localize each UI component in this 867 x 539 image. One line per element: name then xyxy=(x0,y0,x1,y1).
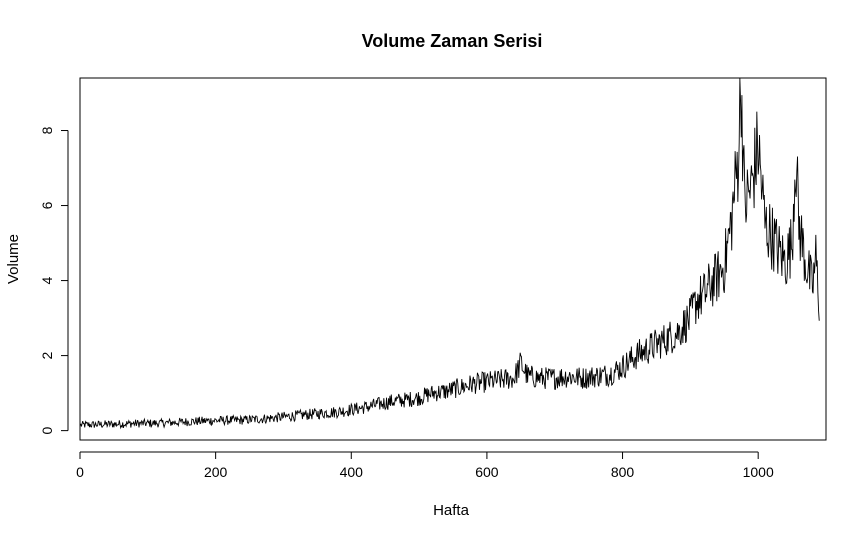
volume-series-line xyxy=(80,78,820,430)
x-axis: 0 200 400 600 800 1000 xyxy=(76,451,774,480)
x-tick-label: 200 xyxy=(204,464,228,480)
x-tick-label: 600 xyxy=(475,464,499,480)
x-tick-label: 800 xyxy=(611,464,635,480)
x-axis-label: Hafta xyxy=(433,502,470,519)
x-tick-label: 1000 xyxy=(743,464,774,480)
y-tick-label: 2 xyxy=(39,351,55,359)
plot-frame xyxy=(79,77,827,441)
y-tick-label: 6 xyxy=(39,201,55,209)
y-tick-label: 8 xyxy=(39,126,55,134)
y-tick-label: 0 xyxy=(39,427,55,435)
y-tick-label: 4 xyxy=(39,276,55,284)
y-axis-label: Volume xyxy=(5,234,22,284)
y-axis: 0 2 4 6 8 xyxy=(39,126,69,435)
chart-title: Volume Zaman Serisi xyxy=(362,31,543,51)
x-tick-label: 400 xyxy=(340,464,364,480)
x-tick-label: 0 xyxy=(76,464,84,480)
